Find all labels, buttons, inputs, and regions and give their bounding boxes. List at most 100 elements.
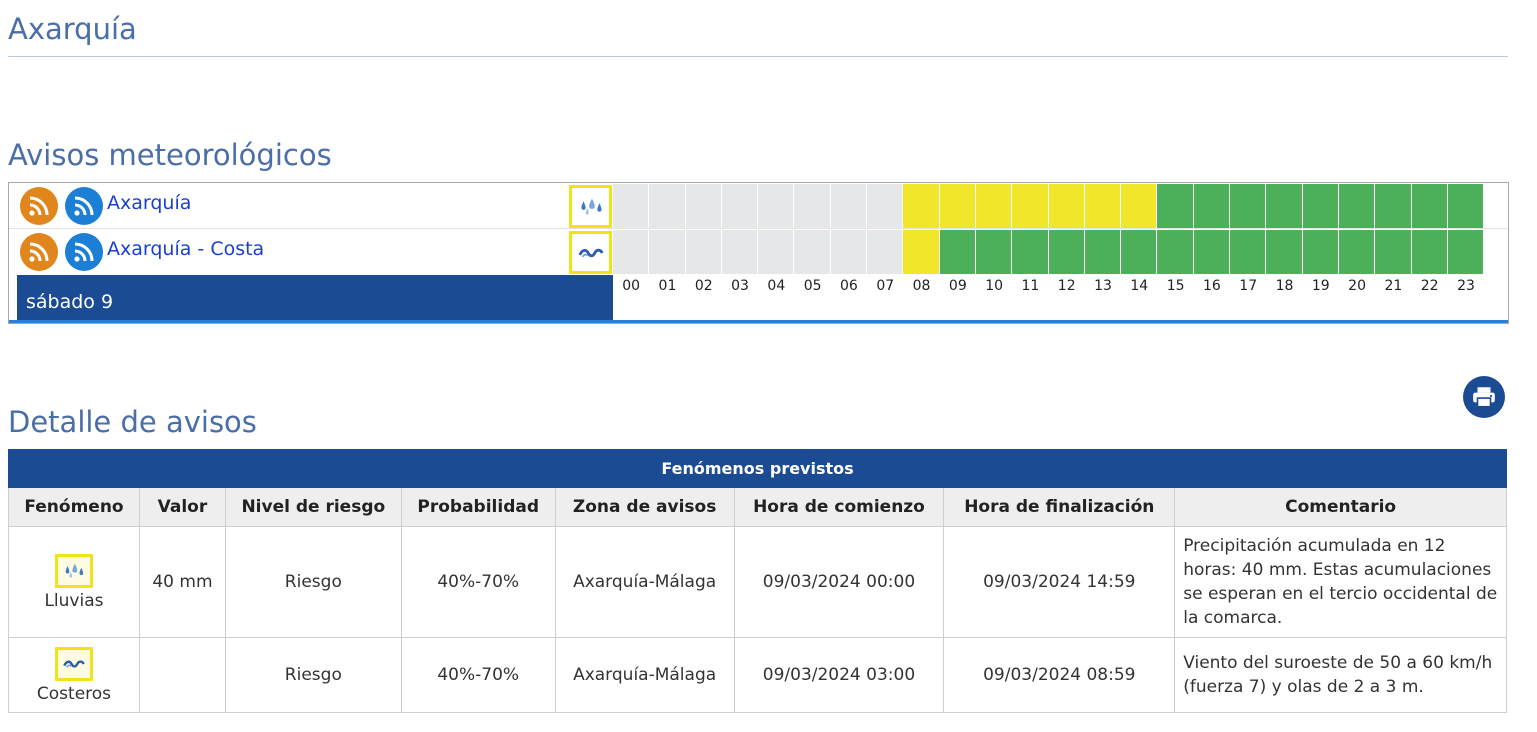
start-cell: 09/03/2024 03:00: [733, 637, 945, 713]
probability-cell: 40%-70%: [400, 526, 556, 638]
hour-cell-02-gray: [685, 184, 722, 228]
timeline-row-axarquia: Axarquía: [9, 183, 1508, 229]
hour-cell-23-green: [1447, 230, 1485, 274]
zone-link-axarquia-costa[interactable]: Axarquía - Costa: [107, 238, 265, 260]
hour-label: 00: [622, 278, 641, 294]
hour-cell-00-gray: [613, 184, 650, 228]
hour-cell-23-green: [1447, 184, 1485, 228]
warnings-section-title: Avisos meteorológicos: [8, 138, 332, 172]
rss-feed-icon-blue[interactable]: [65, 187, 103, 225]
hour-label: 06: [840, 278, 858, 294]
hour-cell-07-gray: [867, 184, 904, 228]
end-cell: 09/03/2024 08:59: [943, 637, 1176, 713]
hour-cell-12-green: [1048, 230, 1085, 274]
hour-cell-13-green: [1084, 230, 1122, 274]
phenomenon-name: Lluvias: [44, 590, 104, 611]
column-header-value: Valor: [138, 487, 226, 527]
hour-cell-18-green: [1266, 230, 1303, 274]
hour-cell-19-green: [1302, 184, 1339, 228]
hour-label: 22: [1420, 278, 1439, 294]
value-cell: [138, 637, 226, 713]
hour-cell-11-yellow: [1012, 184, 1049, 228]
hour-cell-06-gray: [830, 184, 868, 228]
hour-cell-19-green: [1302, 230, 1339, 274]
hour-cell-04-gray: [758, 184, 795, 228]
zone-link-axarquia[interactable]: Axarquía: [107, 192, 192, 214]
hour-cell-16-green: [1193, 184, 1231, 228]
hour-cell-15-green: [1157, 230, 1194, 274]
column-header-risk-level: Nivel de riesgo: [224, 487, 402, 527]
hour-cell-21-green: [1375, 184, 1412, 228]
hour-label: 19: [1311, 278, 1330, 294]
column-header-end: Hora de finalización: [943, 487, 1176, 527]
hour-cell-17-green: [1230, 184, 1267, 228]
hour-cells: [613, 230, 1485, 274]
comment-cell: Viento del suroeste de 50 a 60 km/h (fue…: [1174, 637, 1507, 713]
zone-cell: Axarquía-Málaga: [554, 526, 735, 638]
column-header-comment: Comentario: [1174, 487, 1507, 527]
hour-label: 21: [1384, 278, 1403, 294]
hour-label: 12: [1057, 278, 1076, 294]
warnings-timeline: Axarquía Axarquía - Costa sábado 9 00 01 0…: [8, 182, 1509, 324]
rss-feed-icon-blue[interactable]: [65, 233, 103, 271]
hour-label: 02: [694, 278, 713, 294]
hour-label: 04: [767, 278, 786, 294]
hour-cell-21-green: [1375, 230, 1412, 274]
hour-cell-05-gray: [794, 230, 831, 274]
value-cell: 40 mm: [138, 526, 226, 638]
hour-cells: [613, 184, 1485, 228]
warnings-detail-table: Fenómenos previstos Fenómeno Valor Nivel…: [8, 449, 1507, 713]
timeline-bottom-bar: [9, 320, 1508, 323]
hour-cell-08-yellow: [903, 230, 940, 274]
table-row: Costeros Riesgo 40%-70% Axarquía-Málaga …: [8, 637, 1507, 713]
hour-cell-22-green: [1411, 230, 1448, 274]
rss-feed-icon-orange[interactable]: [20, 187, 58, 225]
hour-label: 10: [985, 278, 1004, 294]
hour-cell-14-green: [1121, 230, 1158, 274]
rain-drops-icon: [569, 185, 612, 228]
table-caption: Fenómenos previstos: [8, 449, 1507, 488]
hour-label: 14: [1130, 278, 1149, 294]
hour-label: 13: [1094, 278, 1112, 294]
hour-label: 08: [912, 278, 931, 294]
hour-cell-10-yellow: [975, 184, 1013, 228]
rss-feed-icon-orange[interactable]: [20, 233, 58, 271]
hour-cell-15-green: [1157, 184, 1194, 228]
hour-label: 05: [803, 278, 822, 294]
hour-cell-04-gray: [758, 230, 795, 274]
hour-label: 17: [1239, 278, 1258, 294]
timeline-row-axarquia-costa: Axarquía - Costa: [9, 229, 1508, 275]
hour-cell-09-green: [939, 230, 976, 274]
end-cell: 09/03/2024 14:59: [943, 526, 1176, 638]
start-cell: 09/03/2024 00:00: [733, 526, 945, 638]
hour-label: 23: [1457, 278, 1475, 294]
hour-cell-08-yellow: [903, 184, 940, 228]
zone-title: Axarquía: [8, 12, 137, 46]
hour-cell-14-yellow: [1121, 184, 1158, 228]
hour-cell-22-green: [1411, 184, 1448, 228]
day-label: sábado 9: [17, 275, 613, 321]
hour-label: 09: [948, 278, 967, 294]
column-header-probability: Probabilidad: [400, 487, 556, 527]
hour-cell-18-green: [1266, 184, 1303, 228]
details-section-title: Detalle de avisos: [8, 405, 257, 439]
hour-cell-06-gray: [830, 230, 868, 274]
probability-cell: 40%-70%: [400, 637, 556, 713]
printer-icon: [1473, 387, 1495, 408]
phenomenon-cell: Costeros: [8, 637, 140, 713]
hour-label: 15: [1166, 278, 1185, 294]
risk-cell: Riesgo: [224, 637, 402, 713]
hour-cell-03-gray: [721, 230, 759, 274]
hour-axis-labels: 00 01 02 03 04 05 06 07 08 09 10 11 12 13 14 15 16 17 18 19…: [613, 278, 1484, 294]
hour-cell-10-green: [975, 230, 1013, 274]
hour-cell-13-yellow: [1084, 184, 1122, 228]
column-header-zone: Zona de avisos: [554, 487, 735, 527]
hour-cell-12-yellow: [1048, 184, 1085, 228]
hour-cell-16-green: [1193, 230, 1231, 274]
coastal-waves-icon: [569, 231, 612, 274]
hour-label: 16: [1202, 278, 1221, 294]
hour-cell-03-gray: [721, 184, 759, 228]
hour-cell-01-gray: [649, 184, 686, 228]
column-header-phenomenon: Fenómeno: [8, 487, 140, 527]
print-button[interactable]: [1463, 376, 1505, 418]
